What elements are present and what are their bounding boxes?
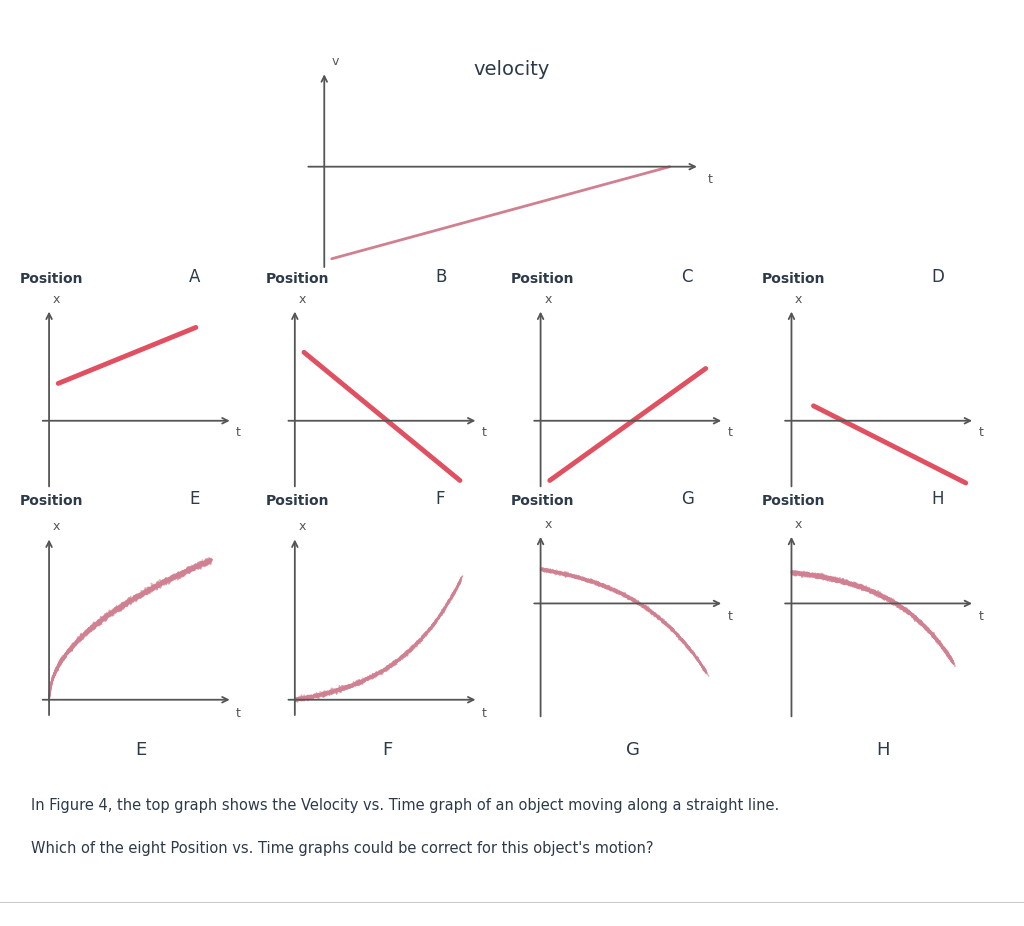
- Text: H: H: [876, 741, 890, 758]
- Text: Position: Position: [762, 272, 825, 286]
- Text: t: t: [708, 173, 712, 186]
- Text: G: G: [626, 741, 640, 758]
- Text: x: x: [545, 518, 552, 531]
- Text: t: t: [979, 426, 983, 439]
- Text: Position: Position: [265, 272, 329, 286]
- Text: Position: Position: [19, 272, 83, 286]
- Text: Position: Position: [265, 494, 329, 508]
- Text: x: x: [796, 294, 803, 307]
- Text: x: x: [53, 520, 60, 533]
- Text: F: F: [435, 490, 444, 508]
- Text: D: D: [932, 269, 944, 286]
- Text: H: H: [932, 490, 944, 508]
- Text: A: A: [189, 269, 201, 286]
- Text: t: t: [482, 426, 486, 439]
- Text: x: x: [53, 294, 60, 307]
- Text: F: F: [382, 741, 392, 758]
- Text: t: t: [482, 707, 486, 720]
- Text: x: x: [299, 520, 306, 533]
- Text: t: t: [728, 426, 732, 439]
- Text: t: t: [728, 609, 732, 622]
- Text: E: E: [189, 490, 200, 508]
- Text: Position: Position: [19, 494, 83, 508]
- Text: Position: Position: [511, 272, 574, 286]
- Text: x: x: [796, 518, 803, 531]
- Text: C: C: [681, 269, 692, 286]
- Text: Which of the eight Position vs. Time graphs could be correct for this object's m: Which of the eight Position vs. Time gra…: [31, 841, 653, 856]
- Text: Position: Position: [511, 494, 574, 508]
- Text: t: t: [237, 707, 241, 720]
- Text: x: x: [545, 294, 552, 307]
- Text: Position: Position: [762, 494, 825, 508]
- Text: velocity: velocity: [474, 60, 550, 80]
- Text: E: E: [136, 741, 146, 758]
- Text: t: t: [979, 609, 983, 622]
- Text: x: x: [299, 294, 306, 307]
- Text: G: G: [681, 490, 693, 508]
- Text: In Figure 4, the top graph shows the Velocity vs. Time graph of an object moving: In Figure 4, the top graph shows the Vel…: [31, 798, 779, 813]
- Text: B: B: [435, 269, 446, 286]
- Text: t: t: [237, 426, 241, 439]
- Text: v: v: [332, 56, 339, 69]
